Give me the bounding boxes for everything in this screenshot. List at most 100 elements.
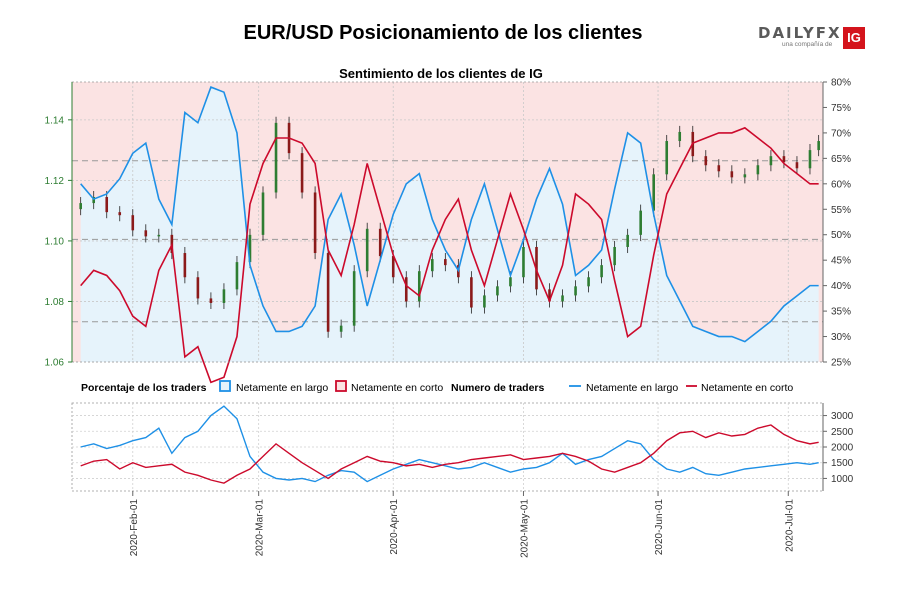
candle-body	[79, 203, 82, 210]
right-tick-label: 65%	[831, 154, 851, 165]
legend-count-long-label: Netamente en largo	[586, 382, 678, 394]
chart-subtitle: Sentimiento de los clientes de IG	[339, 66, 543, 81]
count-long-line	[80, 405, 819, 483]
candle-body	[365, 228, 369, 272]
short-pct-line	[80, 126, 819, 384]
logo-tagline: una compañía de	[782, 41, 833, 48]
page-title: EUR/USD Posicionamiento de los clientes	[243, 22, 643, 44]
candle-body	[782, 156, 786, 163]
candle-body	[496, 286, 499, 296]
right-tick-label: 35%	[831, 307, 851, 318]
candle-body	[769, 156, 773, 166]
candle-body	[92, 197, 96, 204]
candle-body	[795, 162, 799, 169]
logo-wordmark: DAILYFX	[758, 24, 842, 42]
candle-body	[561, 295, 564, 302]
right-tick-label: 70%	[831, 128, 851, 139]
candle-body	[665, 141, 669, 175]
count-tick-label: 2000	[831, 443, 854, 454]
left-tick-label: 1.08	[45, 297, 65, 308]
legend: Porcentaje de los traders Netamente en l…	[81, 380, 793, 394]
candle-body	[118, 212, 122, 216]
date-tick-label: 2020-Apr-01	[389, 499, 400, 555]
candle-body	[274, 122, 278, 193]
candle-body	[522, 246, 525, 278]
candle-body	[209, 298, 213, 303]
candle-body	[600, 265, 603, 278]
right-tick-label: 75%	[831, 103, 851, 114]
ig-badge: IG	[843, 27, 865, 49]
candle-body	[743, 174, 747, 178]
date-tick-label: 2020-Jul-01	[784, 499, 795, 552]
right-tick-label: 30%	[831, 332, 851, 343]
bottom-panel: 1000 1500 2000 2500 3000	[71, 402, 854, 492]
candle-body	[626, 234, 629, 247]
candle-body	[144, 230, 148, 237]
legend-long-swatch	[219, 380, 231, 392]
legend-count-short-label: Netamente en corto	[701, 382, 793, 394]
count-tick-label: 2500	[831, 427, 854, 438]
candle-body	[639, 210, 642, 235]
main-panel: 1.06 1.08 1.10 1.12 1.14 25% 30% 35% 40% 45% 50% 55…	[45, 78, 851, 384]
right-tick-label: 55%	[831, 205, 851, 216]
candle-body	[404, 277, 408, 302]
left-tick-label: 1.12	[45, 176, 65, 187]
right-tick-label: 40%	[831, 281, 851, 292]
candle-body	[756, 165, 760, 175]
candle-body	[431, 259, 434, 272]
dailyfx-logo: DAILYFX una compañía de IG	[752, 24, 870, 50]
long-area	[80, 87, 819, 362]
candle-body	[704, 156, 708, 166]
date-tick-label: 2020-May-01	[519, 499, 530, 558]
candle-body	[248, 234, 252, 263]
candle-body	[300, 153, 304, 193]
long-pct-line	[80, 86, 819, 343]
candle-body	[817, 141, 820, 151]
right-tick-label: 80%	[831, 78, 851, 89]
candle-body	[470, 277, 473, 308]
legend-pct-title: Porcentaje de los traders	[81, 382, 207, 394]
legend-long-label: Netamente en largo	[236, 382, 328, 394]
date-tick-label: 2020-Mar-01	[255, 499, 266, 557]
candle-body	[587, 277, 590, 287]
candle-body	[339, 325, 343, 332]
right-tick-label: 50%	[831, 230, 851, 241]
candle-body	[196, 277, 200, 299]
candle-body	[183, 253, 187, 278]
candle-body	[235, 262, 239, 290]
candle-body	[444, 259, 447, 266]
count-short-line	[80, 424, 819, 484]
count-tick-label: 1000	[831, 474, 854, 485]
date-tick-label: 2020-Jun-01	[654, 499, 665, 556]
left-tick-label: 1.06	[45, 358, 65, 369]
candle-body	[730, 171, 734, 178]
candle-body	[652, 174, 655, 211]
legend-short-swatch	[335, 380, 347, 392]
candle-body	[613, 246, 616, 266]
candle-body	[105, 197, 109, 213]
candle-body	[717, 165, 721, 172]
legend-count-title: Numero de traders	[451, 382, 545, 394]
candle-body	[131, 215, 135, 231]
candle-body	[313, 192, 317, 254]
candle-body	[483, 295, 486, 308]
candle-body	[509, 277, 512, 287]
candle-body	[808, 150, 812, 169]
candle-body	[678, 131, 682, 142]
left-tick-label: 1.10	[45, 236, 65, 247]
right-tick-label: 60%	[831, 179, 851, 190]
right-tick-label: 25%	[831, 358, 851, 369]
legend-short-label: Netamente en corto	[351, 382, 443, 394]
left-tick-label: 1.14	[45, 115, 65, 126]
count-tick-label: 1500	[831, 458, 854, 469]
date-axis: 2020-Feb-01 2020-Mar-01 2020-Apr-01 2020-Ma…	[129, 491, 795, 558]
candle-body	[222, 289, 226, 303]
candle-body	[157, 234, 161, 237]
candle-body	[417, 271, 421, 302]
candle-body	[326, 253, 330, 332]
right-tick-label: 45%	[831, 256, 851, 267]
candle-body	[378, 228, 382, 257]
candle-body	[574, 286, 577, 296]
candle-body	[261, 192, 265, 235]
